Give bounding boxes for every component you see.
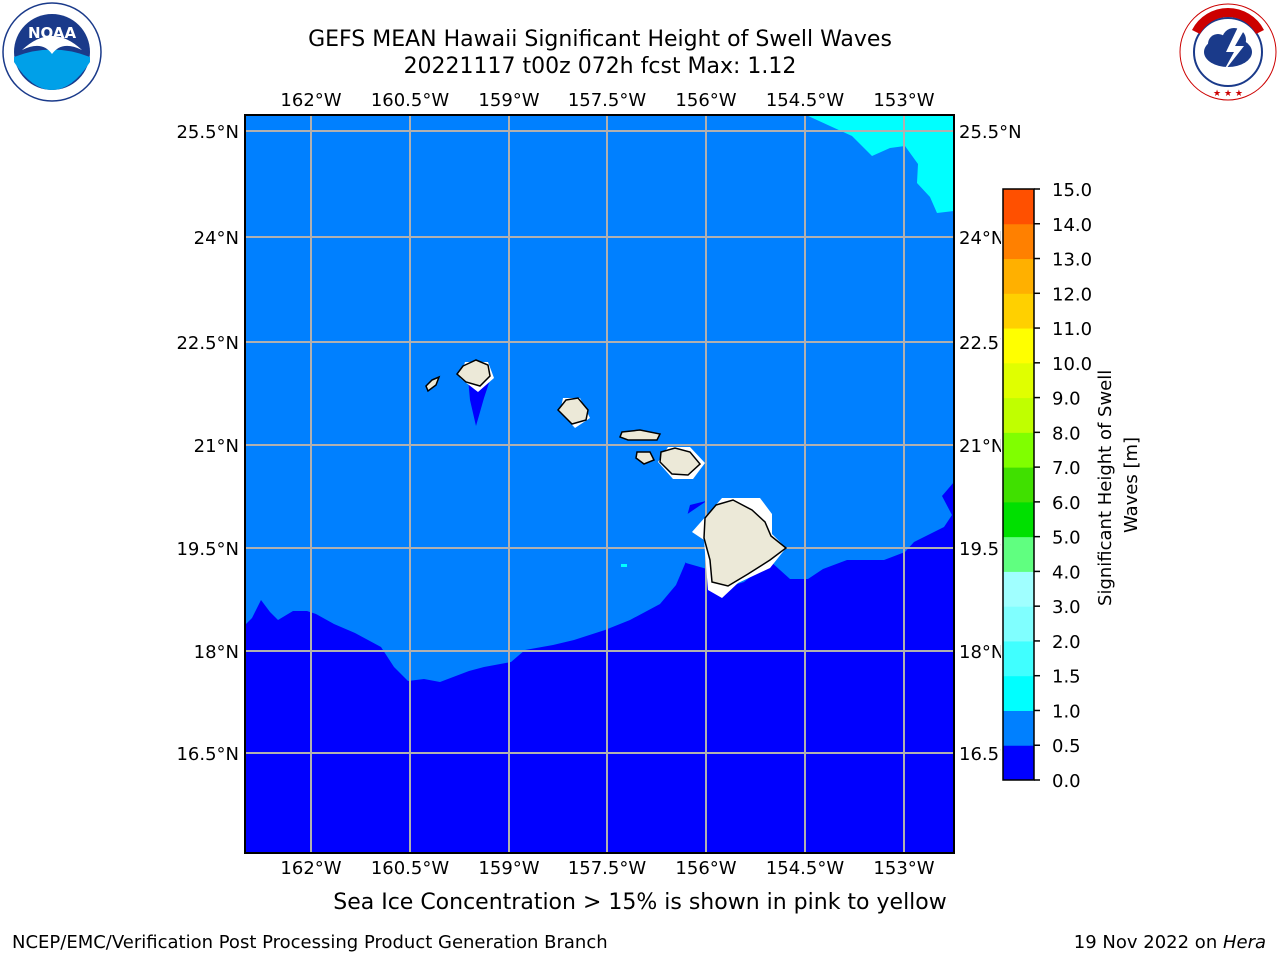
lat-label: 18°N [959,642,1004,663]
lat-label: 18°N [194,642,239,663]
svg-text:★ ★ ★: ★ ★ ★ [1213,89,1243,99]
map-area [245,115,954,853]
colorbar-segment [1003,640,1034,677]
lon-label: 156°W [675,858,736,879]
map-frame [244,114,955,854]
islands [425,359,788,598]
island-oahu [556,397,589,425]
island-lanai [635,451,656,465]
lon-label: 162°W [280,90,341,111]
lat-label: 24°N [959,228,1004,249]
colorbar-tick-label: 15.0 [1052,180,1092,201]
colorbar-segment [1003,571,1034,607]
colorbar-tick-label: 11.0 [1052,319,1092,340]
colorbar-segment [1003,189,1034,225]
colorbar-tick-label: 1.5 [1052,667,1081,688]
colorbar-tick-label: 6.0 [1052,493,1081,514]
colorbar-segment [1003,293,1034,329]
colorbar-tick-label: 5.0 [1052,528,1081,549]
lon-label: 154.5°W [766,858,845,879]
colorbar-segment [1003,745,1034,781]
lon-label: 153°W [873,858,934,879]
lon-label: 156°W [675,90,736,111]
lon-label: 162°W [280,858,341,879]
lat-label: 21°N [959,436,1004,457]
lat-label: 24°N [194,228,239,249]
colorbar-segment [1003,606,1034,642]
lat-label: 25.5°N [176,122,239,143]
colorbar-tick-label: 12.0 [1052,284,1092,305]
colorbar-segment [1003,397,1034,433]
noaa-logo-text: NOAA [28,24,77,42]
island-maui [659,447,702,476]
credit-left: NCEP/EMC/Verification Post Processing Pr… [12,932,608,953]
lon-labels-bottom: 162°W 160.5°W 159°W 157.5°W 156°W 154.5°… [280,858,934,879]
colorbar-segment [1003,501,1034,538]
colorbar-tick-label: 10.0 [1052,354,1092,375]
lat-label: 16.5°N [176,744,239,765]
lon-label: 157.5°W [568,858,647,879]
credit-right: 19 Nov 2022 on Hera [1074,932,1266,953]
island-niihau [425,375,441,393]
lat-labels-left: 25.5°N 24°N 22.5°N 21°N 19.5°N 18°N 16.5… [176,122,239,765]
lat-label: 19.5°N [176,539,239,560]
lon-label: 159°W [478,858,539,879]
colorbar-tick-label: 0.0 [1052,771,1081,792]
island-hawaii [703,499,788,587]
island-kauai [455,359,491,387]
colorbar-tick-label: 14.0 [1052,215,1092,236]
colorbar-label: Significant Height of Swell Waves [m] [1095,364,1142,606]
map-grid [245,115,954,853]
colorbar-segment [1003,467,1034,503]
colorbar-segment [1003,362,1034,399]
credit-machine: Hera [1222,932,1266,953]
colorbar-segment [1003,710,1034,746]
colorbar-segment [1003,675,1034,711]
credit-date: 19 Nov 2022 on [1073,932,1223,953]
colorbar-tick-label: 13.0 [1052,250,1092,271]
colorbar-tick-label: 4.0 [1052,562,1081,583]
colorbar-tick-label: 1.0 [1052,701,1081,722]
nws-logo: ★ ★ ★ [1179,3,1277,101]
noaa-logo: NOAA [2,2,102,102]
lon-label: 159°W [478,90,539,111]
colorbar: 0.0 0.5 1.0 1.5 2.0 3.0 4.0 5.0 6.0 7.0 8.0 9.0 10.0… [1001,180,1142,792]
lon-label: 160.5°W [371,90,450,111]
colorbar-tick-label: 2.0 [1052,632,1081,653]
island-molokai [619,429,662,441]
colorbar-segment [1003,328,1034,364]
colorbar-segment [1003,536,1034,572]
swell-level-1.0-1.5 [806,115,954,213]
swell-level-0-0.5-kauai [468,378,490,426]
map-subtitle: 20221117 t00z 072h fcst Max: 1.12 [403,54,797,79]
lon-labels-top: 162°W 160.5°W 159°W 157.5°W 156°W 154.5°… [280,90,934,111]
colorbar-tick-label: 9.0 [1052,389,1081,410]
colorbar-tick-label: 8.0 [1052,423,1081,444]
map-title: GEFS MEAN Hawaii Significant Height of S… [308,27,892,52]
lat-label: 22.5°N [176,333,239,354]
lat-label: 21°N [194,436,239,457]
colorbar-tick-label: 7.0 [1052,458,1081,479]
lon-label: 160.5°W [371,858,450,879]
colorbar-tick-label: 3.0 [1052,597,1081,618]
colorbar-tick-label: 0.5 [1052,736,1081,757]
lon-label: 157.5°W [568,90,647,111]
colorbar-frame [1002,188,1035,781]
sea-ice-note: Sea Ice Concentration > 15% is shown in … [333,890,947,915]
lon-label: 153°W [873,90,934,111]
swell-speck [621,564,627,567]
colorbar-segment [1003,223,1034,260]
colorbar-segment [1003,258,1034,294]
lat-label: 25.5°N [959,122,1022,143]
lon-label: 154.5°W [766,90,845,111]
colorbar-segment [1003,432,1034,468]
